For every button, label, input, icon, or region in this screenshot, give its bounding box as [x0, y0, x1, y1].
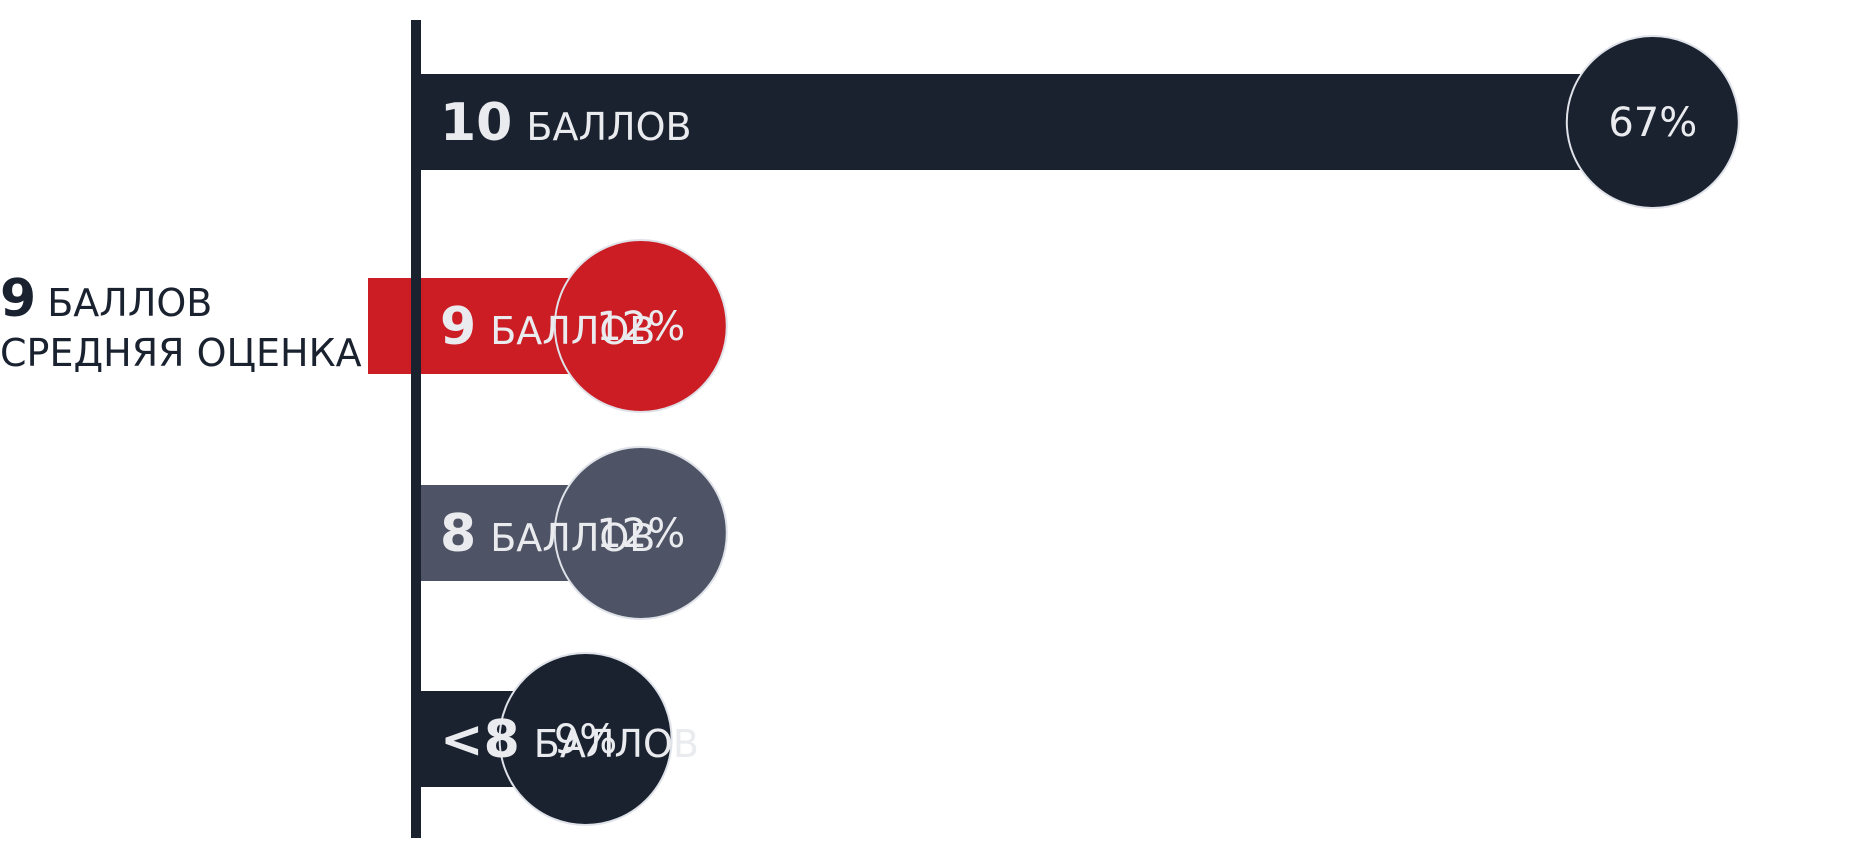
category-unit-0: БАЛЛОВ: [526, 105, 691, 149]
value-label-2: 12%: [596, 511, 685, 557]
value-label-3: 9%: [554, 717, 617, 763]
category-label-3: <8 БАЛЛОВ: [440, 710, 699, 770]
category-label-0: 10 БАЛЛОВ: [440, 93, 692, 153]
bar-0: [420, 74, 1653, 170]
bars-layer: [368, 35, 1740, 826]
average-score-unit: БАЛЛОВ: [47, 281, 213, 325]
category-value-2: 8: [440, 504, 476, 564]
category-unit-3: БАЛЛОВ: [534, 722, 699, 766]
category-unit-2: БАЛЛОВ: [490, 516, 655, 560]
category-unit-1: БАЛЛОВ: [490, 309, 655, 353]
value-label-1: 12%: [596, 304, 685, 350]
category-value-0: 10: [440, 93, 512, 153]
category-label-1: 9 БАЛЛОВ: [440, 297, 655, 357]
bar-end-circle-2: [553, 446, 728, 620]
category-value-1: 9: [440, 297, 476, 357]
average-score-caption: СРЕДНЯЯ ОЦЕНКА: [0, 330, 362, 375]
bar-end-circle-3: [498, 652, 673, 826]
average-score-value: 9: [0, 269, 36, 329]
value-label-0: 67%: [1608, 100, 1697, 146]
bar-end-circle-1: [553, 239, 728, 413]
category-label-2: 8 БАЛЛОВ: [440, 504, 655, 564]
bar-end-circle-0: [1565, 35, 1740, 209]
average-score-label: 9 БАЛЛОВ СРЕДНЯЯ ОЦЕНКА: [0, 269, 362, 375]
category-value-3: <8: [440, 710, 520, 770]
